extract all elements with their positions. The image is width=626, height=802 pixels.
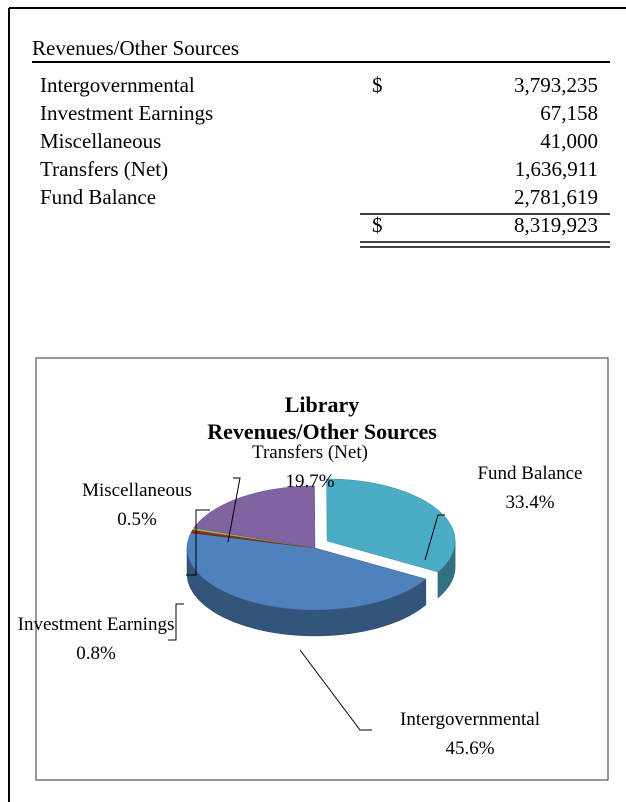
leader-lines bbox=[168, 477, 445, 731]
row-amount: 2,781,619 bbox=[514, 185, 598, 209]
table-header: Revenues/Other Sources bbox=[32, 36, 240, 60]
slice-value-label: 33.4% bbox=[505, 492, 555, 513]
slice-value-label: 45.6% bbox=[445, 738, 495, 759]
slice-label: Fund Balance bbox=[477, 463, 583, 484]
chart-title: Library bbox=[284, 392, 360, 417]
row-label: Fund Balance bbox=[40, 185, 157, 209]
chart-title: Revenues/Other Sources bbox=[207, 419, 437, 444]
slice-value-label: 0.5% bbox=[117, 509, 157, 530]
leader-line bbox=[299, 649, 372, 731]
leader-line bbox=[424, 514, 445, 561]
slice-label: Investment Earnings bbox=[17, 614, 175, 635]
pie-slice bbox=[326, 478, 456, 599]
slice-value-label: 0.8% bbox=[76, 643, 116, 664]
row-label: Intergovernmental bbox=[40, 73, 195, 97]
pie-slice bbox=[193, 485, 316, 549]
pie-slice bbox=[186, 532, 427, 637]
pie bbox=[186, 478, 456, 637]
row-amount: 3,793,235 bbox=[514, 73, 598, 97]
slice-label: Intergovernmental bbox=[400, 709, 540, 730]
chart-frame bbox=[35, 357, 609, 781]
row-amount: 1,636,911 bbox=[514, 157, 598, 181]
slice-label: Transfers (Net) bbox=[252, 442, 368, 463]
slice-top bbox=[326, 478, 456, 573]
row-amount: 67,158 bbox=[540, 101, 598, 125]
slice-label: Miscellaneous bbox=[82, 480, 192, 501]
slice-top bbox=[193, 485, 316, 549]
row-label: Miscellaneous bbox=[40, 129, 162, 153]
leader-line bbox=[168, 603, 184, 641]
leader-line bbox=[186, 509, 210, 576]
row-amount: 41,000 bbox=[540, 129, 598, 153]
slice-top bbox=[186, 532, 427, 611]
row-label: Transfers (Net) bbox=[40, 157, 169, 181]
total-amount: 8,319,923 bbox=[514, 213, 598, 237]
total-currency: $ bbox=[372, 213, 383, 237]
slice-value-label: 19.7% bbox=[285, 471, 335, 492]
leader-line bbox=[227, 477, 241, 543]
row-currency: $ bbox=[372, 73, 383, 97]
row-label: Investment Earnings bbox=[40, 101, 214, 125]
